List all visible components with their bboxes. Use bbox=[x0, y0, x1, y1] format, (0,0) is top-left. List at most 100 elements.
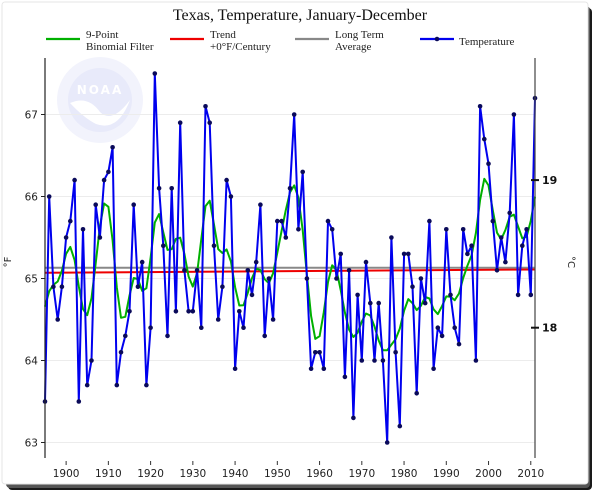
temperature-point-1956 bbox=[300, 169, 306, 175]
temperature-point-1917 bbox=[135, 284, 141, 290]
temperature-point-1899 bbox=[59, 284, 65, 290]
temperature-point-1926 bbox=[173, 309, 179, 314]
temperature-point-1972 bbox=[368, 300, 373, 306]
temperature-point-1945 bbox=[253, 259, 259, 265]
axes: 63 64 65 66 67 18 19 1900 1910 1920 1930 1940 1950 19… bbox=[25, 58, 557, 480]
noaa-logo-bird bbox=[70, 100, 130, 126]
temperature-point-1928 bbox=[182, 268, 187, 273]
temperature-point-1912 bbox=[114, 382, 120, 388]
temperature-point-1999 bbox=[482, 136, 487, 142]
legend-label: Temperature bbox=[459, 36, 515, 48]
temperature-point-1914 bbox=[123, 333, 128, 339]
temperature-point-1933 bbox=[203, 104, 208, 109]
temperature-point-1922 bbox=[156, 186, 162, 191]
x-tick-label: 1960 bbox=[306, 468, 333, 480]
temperature-point-1948 bbox=[266, 276, 272, 281]
y-tick-label: 63 bbox=[25, 438, 38, 450]
temperature-point-1924 bbox=[165, 333, 170, 339]
x-tick-label: 1940 bbox=[222, 468, 249, 480]
temperature-point-1974 bbox=[376, 300, 382, 306]
temperature-point-2000 bbox=[486, 161, 491, 166]
temperature-point-1898 bbox=[55, 317, 60, 322]
temperature-point-1992 bbox=[452, 325, 458, 331]
temperature-point-1952 bbox=[283, 235, 289, 240]
temperature-point-1944 bbox=[249, 292, 255, 298]
y-tick-label: 65 bbox=[25, 274, 38, 286]
temperature-point-1936 bbox=[215, 317, 221, 322]
temperature-point-1989 bbox=[439, 333, 445, 339]
temperature-point-1988 bbox=[435, 325, 441, 331]
temperature-point-1916 bbox=[131, 202, 136, 207]
y-tick-label: 67 bbox=[25, 110, 38, 122]
temperature-point-2005 bbox=[507, 210, 512, 216]
temperature-point-1985 bbox=[422, 300, 428, 306]
temperature-point-1941 bbox=[237, 309, 242, 314]
temperature-point-1991 bbox=[448, 292, 453, 298]
temperature-point-1981 bbox=[406, 251, 411, 257]
temperature-point-2001 bbox=[490, 218, 496, 224]
temperature-point-2004 bbox=[503, 259, 508, 265]
y-axis-label-right: °C bbox=[565, 256, 576, 268]
temperature-point-1929 bbox=[186, 309, 191, 314]
legend-label-line2: Average bbox=[335, 41, 372, 53]
temperature-point-1935 bbox=[211, 243, 217, 248]
temperature-point-1977 bbox=[389, 235, 394, 240]
y-tick-label: 66 bbox=[25, 192, 39, 204]
x-tick-label: 1970 bbox=[348, 468, 375, 480]
x-tick-label: 1920 bbox=[137, 468, 164, 480]
temperature-point-1982 bbox=[410, 284, 415, 290]
temperature-point-2003 bbox=[498, 235, 504, 240]
temperature-point-1946 bbox=[258, 202, 263, 207]
temperature-point-1954 bbox=[291, 112, 297, 117]
temperature-point-2008 bbox=[520, 243, 525, 248]
temperature-point-1979 bbox=[397, 423, 403, 429]
temperature-point-1957 bbox=[304, 276, 310, 281]
temperature-point-1959 bbox=[313, 350, 318, 355]
temperature-point-1966 bbox=[342, 374, 348, 380]
temperature-point-1911 bbox=[110, 145, 115, 150]
noaa-logo-watermark: NOAA bbox=[57, 57, 143, 143]
temperature-point-1920 bbox=[148, 325, 153, 331]
temperature-point-1938 bbox=[224, 177, 229, 183]
temperature-point-1964 bbox=[334, 276, 339, 281]
temperature-point-1913 bbox=[118, 350, 124, 355]
temperature-point-1953 bbox=[287, 186, 293, 191]
temperature-point-1973 bbox=[372, 358, 377, 363]
temperature-point-1921 bbox=[152, 71, 158, 76]
temperature-point-1942 bbox=[241, 325, 246, 331]
temperature-point-1907 bbox=[93, 202, 98, 207]
temperature-point-1915 bbox=[127, 309, 132, 314]
temperature-point-1940 bbox=[232, 366, 238, 372]
legend-item-trend: Trend+0°F/Century bbox=[170, 29, 271, 53]
series-layer bbox=[42, 71, 538, 445]
y-axis-label-left: °F bbox=[3, 256, 14, 267]
temperature-point-1997 bbox=[473, 358, 479, 363]
temperature-point-1934 bbox=[207, 120, 212, 125]
x-tick-label: 1930 bbox=[179, 468, 206, 480]
temperature-point-1908 bbox=[97, 235, 103, 240]
temperature-point-1963 bbox=[329, 227, 335, 232]
temperature-point-1990 bbox=[444, 227, 449, 232]
temperature-point-1993 bbox=[456, 341, 462, 347]
temperature-point-1960 bbox=[317, 350, 322, 355]
x-tick-label: 1950 bbox=[264, 468, 291, 480]
x-tick-label: 1900 bbox=[53, 468, 80, 480]
temperature-point-2002 bbox=[494, 268, 500, 273]
temperature-point-1987 bbox=[431, 366, 436, 372]
temperature-point-1965 bbox=[338, 251, 344, 257]
x-tick-label: 1910 bbox=[95, 468, 122, 480]
temperature-point-1961 bbox=[321, 366, 327, 372]
temperature-point-1984 bbox=[418, 276, 424, 281]
temperature-point-1970 bbox=[359, 358, 365, 363]
x-tick-label: 2000 bbox=[475, 468, 502, 480]
y-right-tick-label: 19 bbox=[542, 174, 557, 187]
temperature-point-1975 bbox=[380, 358, 386, 363]
temperature-point-1901 bbox=[68, 218, 73, 224]
legend-marker-temperature bbox=[434, 36, 440, 42]
temperature-point-1947 bbox=[262, 333, 268, 339]
temperature-point-1909 bbox=[101, 177, 107, 183]
temperature-point-1906 bbox=[89, 358, 94, 363]
